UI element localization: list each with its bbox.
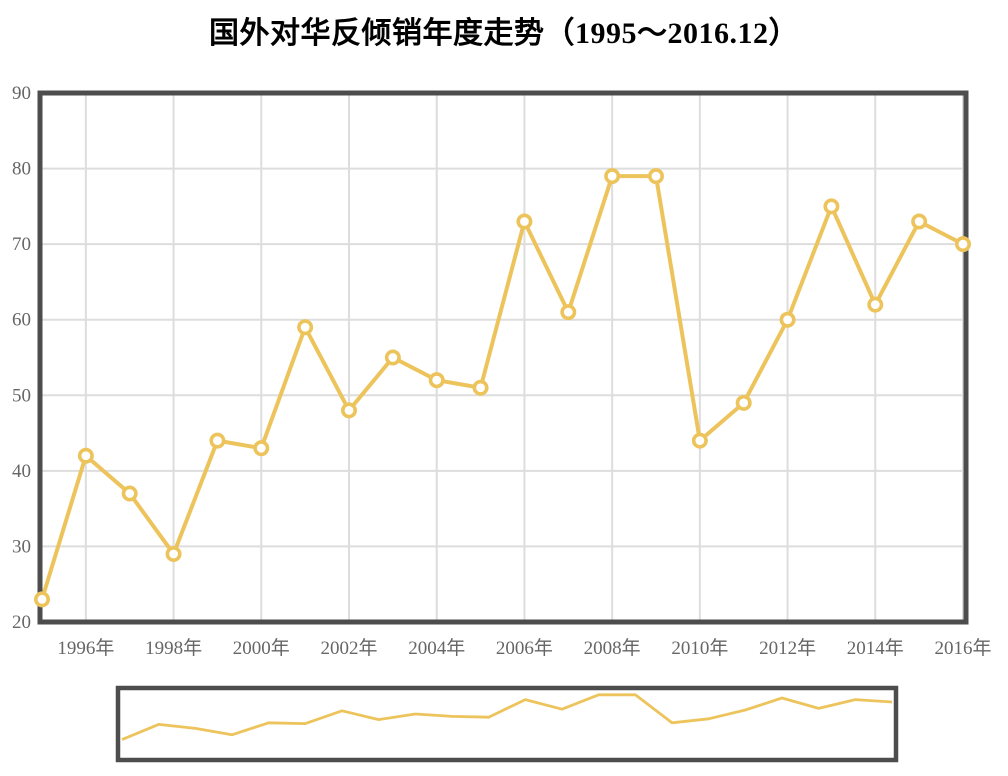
x-tick-label: 2016年 (934, 637, 991, 659)
data-point-2008[interactable] (604, 168, 621, 185)
y-axis-labels: 20 30 40 50 60 70 80 90 (12, 83, 31, 633)
navigator[interactable] (115, 685, 899, 763)
y-tick-label: 50 (12, 385, 31, 406)
y-tick-label: 40 (12, 461, 31, 482)
data-point-2001[interactable] (297, 319, 314, 336)
x-tick-label: 2004年 (408, 637, 465, 659)
x-tick-label: 2014年 (847, 637, 904, 659)
y-tick-label: 70 (12, 234, 31, 255)
data-point-2005[interactable] (472, 379, 489, 396)
data-point-1997[interactable] (121, 485, 138, 502)
y-tick-label: 60 (12, 310, 31, 331)
plot-border (37, 90, 969, 625)
x-axis-labels: 1996年 1998年 2000年 2002年 2004年 2006年 2008年 2010年… (57, 637, 991, 659)
data-point-2010[interactable] (691, 432, 708, 449)
x-tick-label: 2010年 (671, 637, 728, 659)
x-tick-label: 2002年 (320, 637, 377, 659)
x-tick-label: 2006年 (496, 637, 553, 659)
data-point-1998[interactable] (165, 545, 182, 562)
y-tick-label: 20 (12, 612, 31, 633)
data-point-1996[interactable] (77, 447, 94, 464)
data-point-2009[interactable] (647, 168, 664, 185)
navigator-frame[interactable] (115, 685, 899, 763)
data-points (33, 168, 971, 608)
data-point-2015[interactable] (911, 213, 928, 230)
x-tick-label: 1998年 (145, 637, 202, 659)
y-tick-label: 90 (12, 83, 31, 104)
navigator-trend-line (121, 693, 893, 741)
x-tick-label: 1996年 (57, 637, 114, 659)
y-tick-label: 80 (12, 159, 31, 180)
data-point-1999[interactable] (209, 432, 226, 449)
x-tick-label: 2000年 (233, 637, 290, 659)
data-point-2002[interactable] (340, 402, 357, 419)
data-point-2000[interactable] (253, 440, 270, 457)
trend-line (40, 174, 965, 602)
data-point-2014[interactable] (867, 296, 884, 313)
data-point-2012[interactable] (779, 311, 796, 328)
data-point-1995[interactable] (33, 591, 50, 608)
data-point-2016[interactable] (954, 236, 971, 253)
data-point-2013[interactable] (823, 198, 840, 215)
chart-title: 国外对华反倾销年度走势（1995～2016.12） (209, 17, 799, 50)
gridlines (40, 93, 966, 622)
data-point-2007[interactable] (560, 304, 577, 321)
data-point-2006[interactable] (516, 213, 533, 230)
data-point-2003[interactable] (384, 349, 401, 366)
x-tick-label: 2012年 (759, 637, 816, 659)
y-tick-label: 30 (12, 536, 31, 557)
data-point-2011[interactable] (735, 394, 752, 411)
data-point-2004[interactable] (428, 372, 445, 389)
x-tick-label: 2008年 (584, 637, 641, 659)
